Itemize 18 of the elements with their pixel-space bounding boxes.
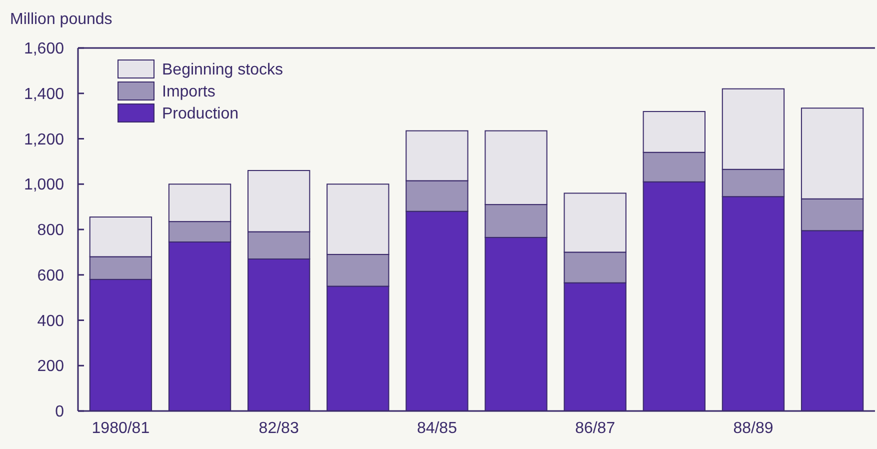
y-tick-label: 600 [37,267,64,284]
legend-label: Beginning stocks [162,62,283,79]
y-tick-label: 1,600 [24,40,64,58]
x-tick-label: 86/87 [575,420,616,437]
y-tick-label: 1,200 [24,131,64,148]
x-tick-label: 84/85 [416,420,458,437]
legend-label: Production [162,106,238,123]
y-tick-label: 0 [55,404,64,421]
y-tick-label: 1,000 [24,176,64,194]
y-tick-label: 800 [37,222,64,240]
y-tick-label: 200 [37,358,64,376]
x-tick-label: 1980/81 [92,420,150,437]
x-tick-label: 88/89 [733,420,774,437]
legend-label: Imports [162,84,216,101]
x-tick-label: 82/83 [258,420,299,437]
y-axis-title: Million pounds [10,11,112,28]
y-tick-label: 400 [37,312,64,330]
y-tick-label: 1,400 [24,86,64,103]
